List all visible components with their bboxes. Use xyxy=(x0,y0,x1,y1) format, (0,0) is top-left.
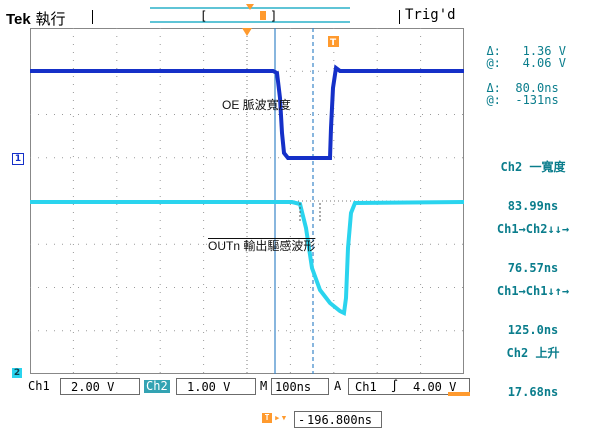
acquisition-mode: 執行 xyxy=(35,10,66,28)
trigger-position-field[interactable]: - 196.800ns xyxy=(294,411,382,428)
svg-text:[: [ xyxy=(200,9,207,23)
record-position-indicator: [ ] xyxy=(150,4,350,23)
cursor-at-t: @: -131ns xyxy=(486,93,559,107)
ch2-scale-value: 1.00 V xyxy=(187,380,231,394)
measurement-value: 125.0ns xyxy=(507,323,559,337)
measurement-ch1-ch2-delay: Ch1→Ch2↓↓→ 76.57ns xyxy=(468,197,598,288)
cursor-delta-t: Δ: 80.0ns xyxy=(486,81,559,95)
measurement-label: Ch1→Ch1↓↑→ xyxy=(496,284,570,298)
trigger-position-value: 196.800ns xyxy=(307,413,373,427)
ch2-waveform xyxy=(30,200,464,317)
width-annotation-lines xyxy=(299,203,321,223)
waveform-display[interactable]: T xyxy=(30,28,464,374)
ch1-scale-value: 2.00 V xyxy=(71,380,115,394)
graticule-grid xyxy=(30,28,464,374)
ch1-label: Ch1 xyxy=(28,379,50,393)
trigger-level: 4.00 V xyxy=(413,380,457,394)
trigger-a-label: A xyxy=(334,379,342,393)
measurement-value: 83.99ns xyxy=(507,199,559,213)
ch2-ground-marker[interactable]: 2 xyxy=(12,368,22,378)
divider xyxy=(92,10,93,24)
trigger-position-marker[interactable] xyxy=(242,28,252,36)
measurement-ch1-ch1-delay: Ch1→Ch1↓↑→ 125.0ns xyxy=(468,259,598,350)
ch1-waveform xyxy=(30,64,464,160)
divider xyxy=(399,10,400,24)
cursor-at-v: @: 4.06 V xyxy=(486,56,566,70)
brand-mode: Tek 執行 xyxy=(6,8,66,29)
svg-text:]: ] xyxy=(270,9,277,23)
trigger-arrow-icon: ▸▾ xyxy=(274,411,288,424)
status-bar: Tek 執行 [ ] Trig'd xyxy=(0,0,600,28)
timebase-field[interactable]: 100ns xyxy=(271,378,329,395)
svg-text:T: T xyxy=(330,38,337,48)
trigger-level-marker xyxy=(448,392,470,396)
ch2-label: Ch2 xyxy=(144,379,170,393)
timebase-label: M xyxy=(260,379,268,393)
oe-pulse-width-label: OE 脈波寬度 xyxy=(222,98,291,112)
timebase-value: 100ns xyxy=(275,380,312,394)
measurement-label: Ch1→Ch2↓↓→ xyxy=(496,222,570,236)
trigger-time-marker[interactable]: T xyxy=(328,36,339,48)
measurement-ch2-rise: Ch2 上升 17.68ns xyxy=(468,321,598,412)
ch2-scale-field[interactable]: 1.00 V xyxy=(176,378,256,395)
measurement-value: 76.57ns xyxy=(507,261,559,275)
trigger-marker-icon: T xyxy=(262,413,272,423)
measurement-ch2-width: Ch2 一寬度 83.99ns xyxy=(468,135,598,226)
trigger-field[interactable]: Ch1 ∫ 4.00 V xyxy=(348,378,470,395)
trigger-source: Ch1 xyxy=(355,380,377,394)
brand-logo: Tek xyxy=(6,11,31,28)
cursor-delta-v: Δ: 1.36 V xyxy=(486,44,566,58)
out-waveform-label: OUTn 輸出驅感波形 xyxy=(208,237,315,254)
ch1-ground-marker[interactable]: 1 xyxy=(12,153,24,165)
measurement-value: 17.68ns xyxy=(507,385,559,399)
out-waveform-label-text: OUTn 輸出驅感波形 xyxy=(208,239,316,253)
ch1-scale-field[interactable]: 2.00 V xyxy=(60,378,140,395)
measurement-label: Ch2 上升 xyxy=(506,346,560,360)
trigger-slope-icon: ∫ xyxy=(391,379,399,393)
trigger-status: Trig'd xyxy=(405,7,456,23)
settings-bar: Ch1 2.00 V Ch2 1.00 V M 100ns A Ch1 ∫ 4.… xyxy=(0,378,600,398)
measurement-label: Ch2 一寬度 xyxy=(500,160,566,174)
